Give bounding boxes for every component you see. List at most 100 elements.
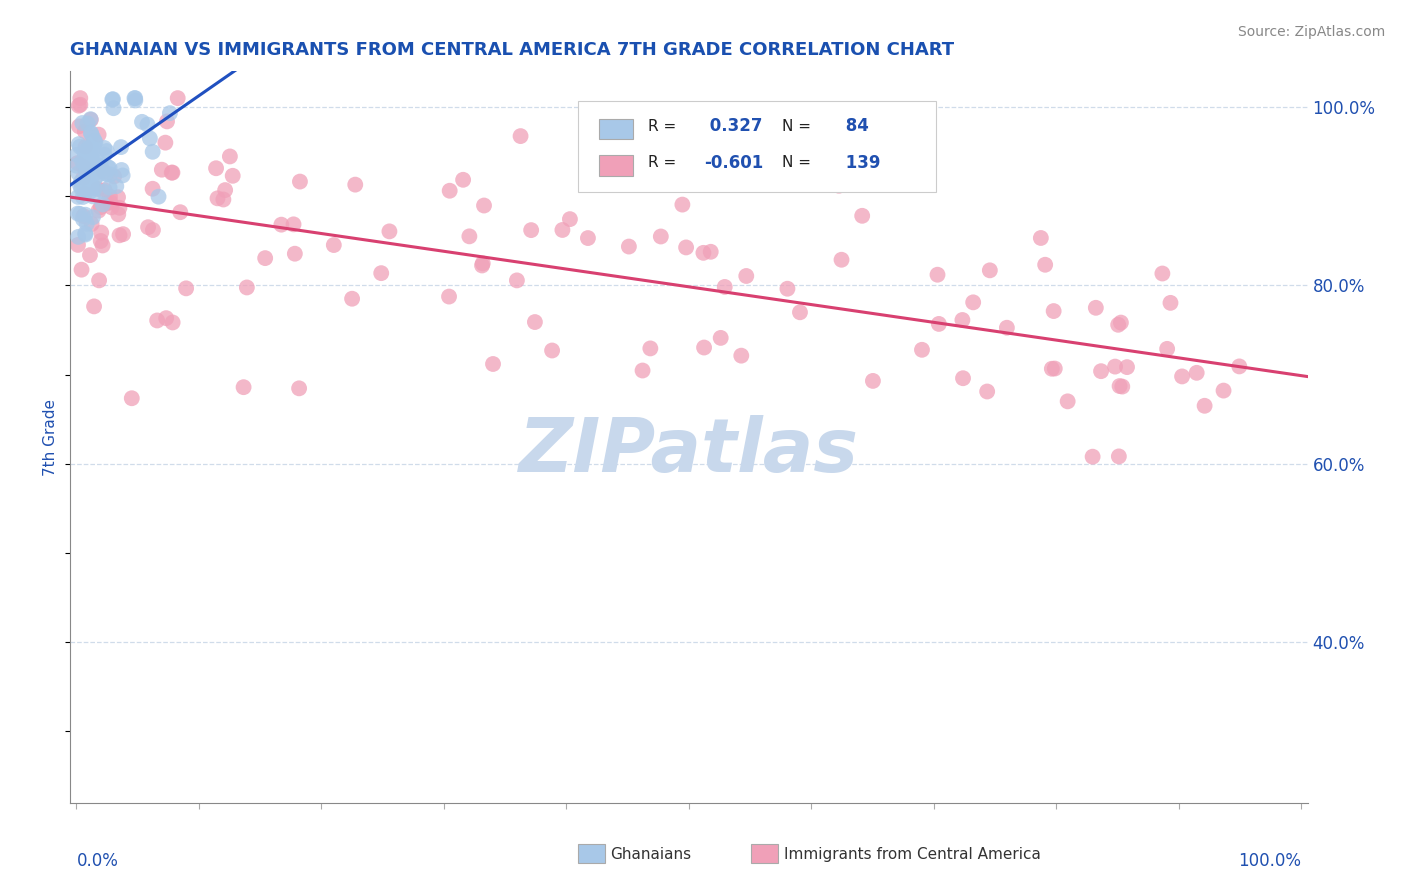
Point xyxy=(80,149,103,163)
Point xyxy=(67,137,90,152)
Point xyxy=(82,131,104,145)
Point xyxy=(67,166,90,180)
Point xyxy=(692,245,714,260)
Point xyxy=(344,178,367,192)
FancyBboxPatch shape xyxy=(578,845,605,863)
Point xyxy=(828,178,851,193)
Point xyxy=(66,156,89,170)
Point xyxy=(82,210,104,224)
Point xyxy=(174,281,197,295)
Point xyxy=(80,112,103,127)
Point xyxy=(1171,369,1194,384)
Point xyxy=(675,240,697,254)
Text: 139: 139 xyxy=(839,153,880,172)
Point xyxy=(631,363,654,377)
Point xyxy=(75,208,97,222)
Text: Source: ZipAtlas.com: Source: ZipAtlas.com xyxy=(1237,25,1385,39)
Point xyxy=(79,147,101,161)
Point xyxy=(98,161,121,176)
Point xyxy=(650,229,672,244)
Point xyxy=(79,159,101,173)
Point xyxy=(1109,316,1132,330)
Text: 84: 84 xyxy=(839,117,869,136)
Point xyxy=(84,136,107,150)
Point xyxy=(100,167,122,181)
Point xyxy=(79,186,101,200)
Point xyxy=(713,280,735,294)
Point xyxy=(101,93,124,107)
Point xyxy=(911,343,934,357)
Point xyxy=(82,168,104,182)
Point xyxy=(222,169,245,183)
Point xyxy=(699,244,721,259)
Point xyxy=(80,161,103,176)
Point xyxy=(69,139,91,153)
Point xyxy=(79,140,101,154)
Point xyxy=(86,169,108,183)
Point xyxy=(98,180,121,194)
Point xyxy=(1212,384,1234,398)
Point xyxy=(146,313,169,327)
Point xyxy=(79,248,101,262)
Point xyxy=(66,148,89,162)
Point xyxy=(437,289,460,303)
Point xyxy=(69,91,91,105)
Point xyxy=(121,391,143,405)
Point xyxy=(72,212,94,227)
Point xyxy=(205,161,228,176)
Point xyxy=(862,374,884,388)
Point xyxy=(979,263,1001,277)
Point xyxy=(288,381,311,395)
Point xyxy=(693,341,716,355)
Point xyxy=(73,124,96,138)
Point xyxy=(1104,359,1126,374)
Point xyxy=(710,331,733,345)
Point xyxy=(523,315,546,329)
Point xyxy=(1159,296,1181,310)
Point xyxy=(72,116,94,130)
Point xyxy=(472,198,495,212)
Point xyxy=(76,116,98,130)
Point xyxy=(75,227,97,241)
Point xyxy=(1042,304,1064,318)
Point xyxy=(91,238,114,252)
Point xyxy=(90,226,112,240)
Point xyxy=(84,161,107,176)
Point xyxy=(124,94,146,108)
Point xyxy=(1056,394,1078,409)
Point xyxy=(76,148,98,162)
Point xyxy=(66,238,89,252)
Text: N =: N = xyxy=(782,155,815,170)
Point xyxy=(506,273,529,287)
Point xyxy=(520,223,543,237)
Point xyxy=(79,112,101,127)
Point xyxy=(340,292,363,306)
FancyBboxPatch shape xyxy=(599,119,633,139)
Text: R =: R = xyxy=(648,155,682,170)
Point xyxy=(105,179,128,194)
Point xyxy=(69,178,91,193)
Text: R =: R = xyxy=(648,119,682,134)
Point xyxy=(1194,399,1216,413)
Point xyxy=(378,224,401,238)
Point xyxy=(1040,361,1063,376)
Point xyxy=(131,115,153,129)
Point xyxy=(1111,379,1133,393)
Point xyxy=(70,262,93,277)
Point xyxy=(100,195,122,210)
Point xyxy=(831,252,853,267)
Point xyxy=(100,200,122,214)
Point xyxy=(82,189,104,203)
Point xyxy=(952,313,974,327)
Text: 100.0%: 100.0% xyxy=(1239,852,1302,870)
Point xyxy=(65,159,87,173)
Point xyxy=(162,316,184,330)
Point xyxy=(69,207,91,221)
Point xyxy=(150,162,173,177)
Point xyxy=(283,218,305,232)
Point xyxy=(270,218,292,232)
Point xyxy=(93,183,115,197)
Text: -0.601: -0.601 xyxy=(704,153,763,172)
FancyBboxPatch shape xyxy=(751,845,778,863)
Point xyxy=(236,280,259,294)
